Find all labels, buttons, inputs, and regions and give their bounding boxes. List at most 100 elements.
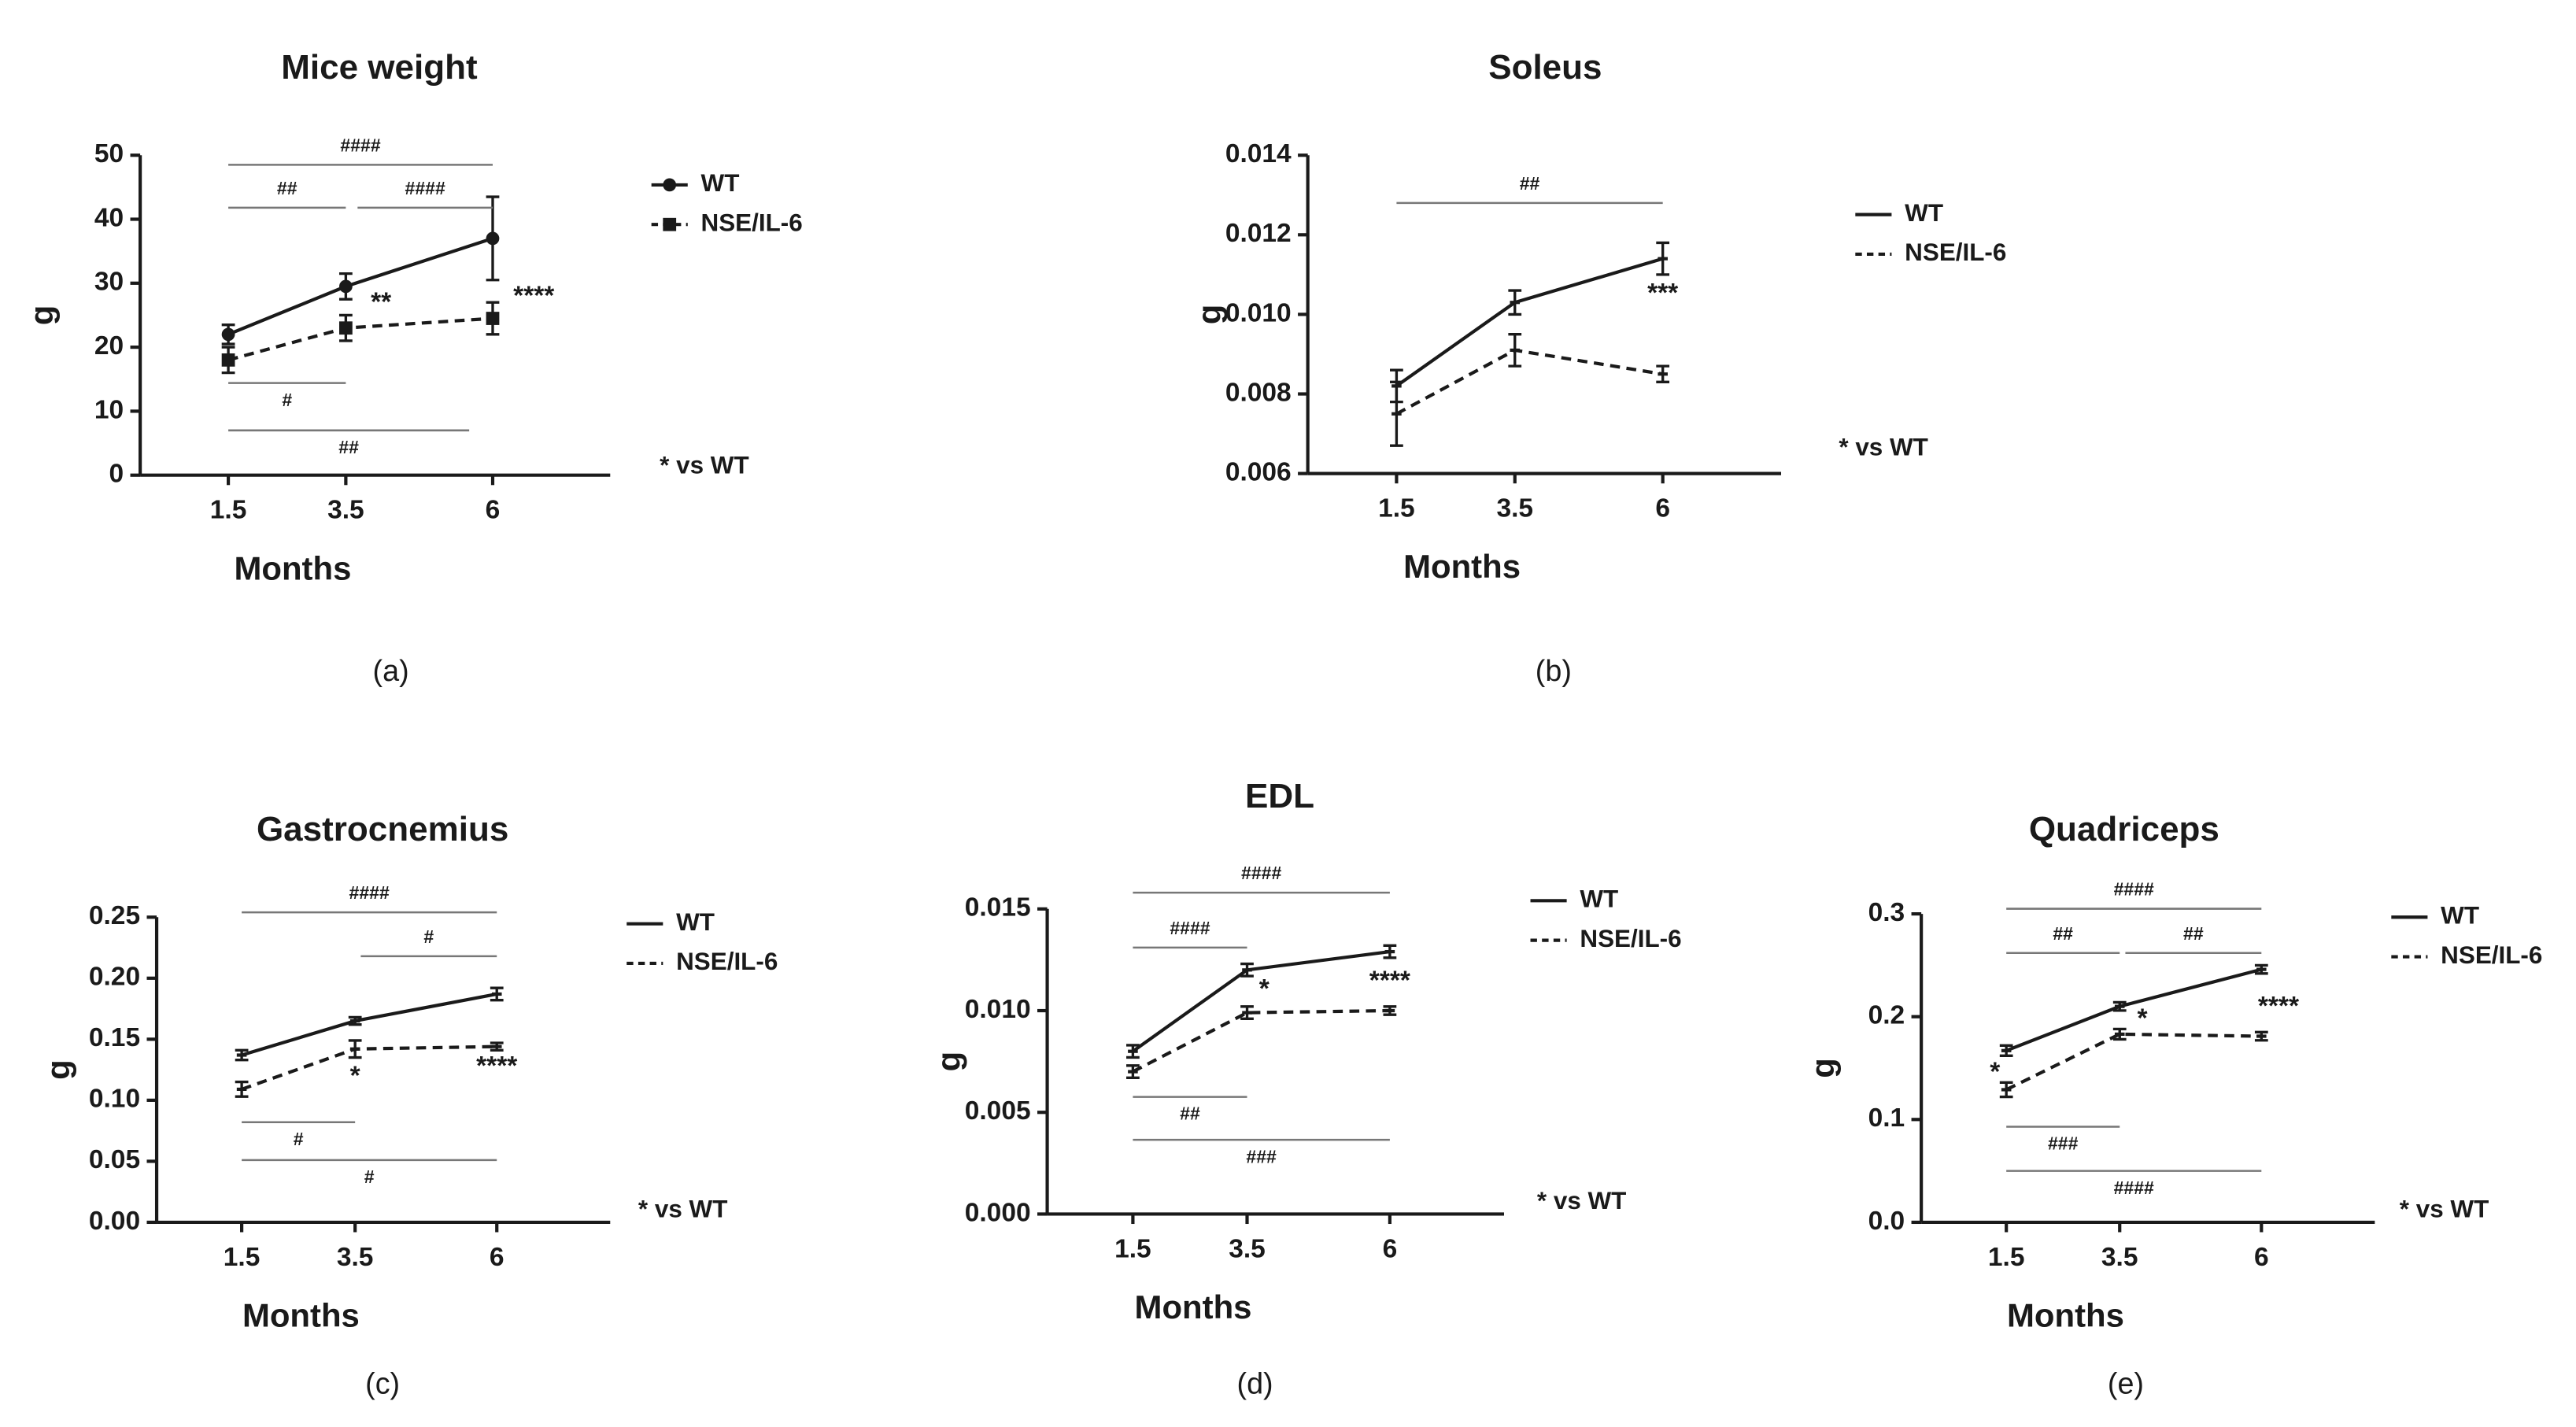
chart-title: EDL bbox=[1245, 777, 1314, 815]
significance-star: ** bbox=[371, 288, 392, 317]
bracket-label: #### bbox=[1241, 863, 1281, 883]
legend-label: WT bbox=[2441, 902, 2479, 930]
marker bbox=[338, 321, 353, 335]
x-axis-label: Months bbox=[1135, 1288, 1252, 1325]
chart-title: Mice weight bbox=[281, 48, 478, 87]
y-tick-label: 0.1 bbox=[1868, 1104, 1905, 1133]
bracket-label: # bbox=[294, 1129, 304, 1149]
legend-label: WT bbox=[676, 908, 715, 936]
bracket-label: ### bbox=[1246, 1146, 1277, 1166]
chart-panel: Quadriceps 0.0 0.1 0.2 0.3 1.5 3.5 6 Months g WT NS… bbox=[1805, 810, 2543, 1399]
y-tick-label: 0.010 bbox=[965, 995, 1031, 1024]
x-tick-label: 6 bbox=[486, 496, 501, 525]
significance-star: * bbox=[350, 1061, 361, 1090]
y-tick-label: 0.15 bbox=[89, 1023, 140, 1052]
panel-label: (a) bbox=[373, 654, 409, 687]
y-tick-label: 0.012 bbox=[1225, 219, 1292, 248]
y-tick-label: 0.2 bbox=[1868, 1001, 1905, 1030]
bracket-label: # bbox=[423, 926, 434, 947]
y-tick-label: 0.3 bbox=[1868, 898, 1905, 927]
y-tick-label: 0.006 bbox=[1225, 457, 1292, 486]
bracket-label: #### bbox=[340, 135, 380, 155]
panel-label: (c) bbox=[365, 1366, 400, 1399]
y-tick-label: 50 bbox=[94, 139, 124, 168]
x-tick-label: 3.5 bbox=[1229, 1234, 1266, 1263]
series-line bbox=[241, 1044, 497, 1091]
panel-label: (e) bbox=[2108, 1366, 2144, 1399]
series-line bbox=[1395, 257, 1664, 388]
x-tick-label: 3.5 bbox=[2101, 1243, 2138, 1272]
bracket-label: ### bbox=[2048, 1133, 2079, 1154]
y-tick-label: 0.05 bbox=[89, 1145, 140, 1174]
marker bbox=[338, 279, 353, 294]
y-tick-label: 30 bbox=[94, 268, 124, 297]
panel-label: (b) bbox=[1536, 654, 1572, 687]
bracket-label: #### bbox=[2114, 879, 2154, 900]
bracket-label: #### bbox=[2114, 1177, 2154, 1198]
y-tick-label: 0 bbox=[109, 460, 124, 489]
chart-title: Gastrocnemius bbox=[257, 810, 508, 848]
series-line bbox=[227, 236, 493, 336]
bracket-label: ## bbox=[2183, 923, 2204, 944]
series-line bbox=[2005, 967, 2262, 1052]
x-tick-label: 3.5 bbox=[327, 496, 364, 525]
series-line bbox=[1132, 1008, 1390, 1074]
significance-star: **** bbox=[513, 282, 555, 311]
y-tick-label: 0.25 bbox=[89, 901, 140, 930]
legend-label: NSE/IL-6 bbox=[2441, 941, 2542, 969]
bracket-label: ## bbox=[2053, 923, 2073, 944]
legend-label: NSE/IL-6 bbox=[676, 948, 778, 975]
significance-star: **** bbox=[1369, 967, 1411, 996]
bracket-label: ## bbox=[1180, 1104, 1200, 1124]
y-tick-label: 20 bbox=[94, 331, 124, 360]
bracket-label: ## bbox=[338, 437, 359, 457]
y-tick-label: 0.010 bbox=[1225, 298, 1292, 327]
bracket-label: #### bbox=[405, 178, 445, 198]
series-line bbox=[2005, 1032, 2262, 1092]
x-tick-label: 3.5 bbox=[337, 1243, 374, 1272]
legend-label: NSE/IL-6 bbox=[1580, 925, 1681, 952]
marker bbox=[486, 312, 500, 325]
legend-label: NSE/IL-6 bbox=[1905, 238, 2006, 266]
y-tick-label: 0.10 bbox=[89, 1085, 140, 1114]
series-line bbox=[227, 316, 493, 362]
legend-label: WT bbox=[1905, 199, 1943, 227]
y-tick-label: 0.008 bbox=[1225, 378, 1292, 407]
y-axis-label: g bbox=[1191, 305, 1228, 325]
significance-star: **** bbox=[476, 1052, 518, 1081]
note: * vs WT bbox=[1537, 1187, 1627, 1214]
x-tick-label: 1.5 bbox=[1988, 1243, 2025, 1272]
y-axis-label: g bbox=[40, 1059, 77, 1080]
y-axis-label: g bbox=[24, 305, 61, 326]
note: * vs WT bbox=[660, 452, 749, 479]
x-axis-label: Months bbox=[1403, 548, 1521, 585]
legend-marker bbox=[663, 217, 677, 231]
chart-panel: Gastrocnemius 0.00 0.05 0.10 0.15 0.20 0.25 1.5… bbox=[40, 810, 778, 1399]
x-tick-label: 1.5 bbox=[1378, 494, 1415, 523]
bracket-label: # bbox=[282, 390, 292, 410]
chart-panel: Soleus 0.006 0.008 0.010 0.012 0.014 1.5 3.5 6 Mo… bbox=[1191, 48, 2006, 687]
panel-label: (d) bbox=[1237, 1366, 1273, 1399]
y-tick-label: 0.015 bbox=[965, 893, 1031, 922]
chart-title: Quadriceps bbox=[2029, 810, 2219, 848]
y-tick-label: 0.00 bbox=[89, 1207, 140, 1236]
legend-label: WT bbox=[1580, 885, 1618, 913]
marker bbox=[486, 231, 500, 246]
x-tick-label: 3.5 bbox=[1496, 494, 1533, 523]
bracket-label: ## bbox=[277, 178, 298, 198]
chart-title: Soleus bbox=[1488, 48, 1602, 87]
y-axis-label: g bbox=[930, 1052, 967, 1072]
bracket-label: #### bbox=[349, 882, 390, 903]
x-tick-label: 1.5 bbox=[224, 1243, 261, 1272]
significance-star: *** bbox=[1647, 279, 1679, 308]
x-axis-label: Months bbox=[234, 549, 351, 586]
x-tick-label: 6 bbox=[490, 1243, 504, 1272]
x-axis-label: Months bbox=[2007, 1297, 2124, 1334]
significance-star: * bbox=[1990, 1057, 2001, 1086]
y-tick-label: 0.000 bbox=[965, 1198, 1031, 1227]
x-axis-label: Months bbox=[242, 1297, 360, 1334]
x-tick-label: 1.5 bbox=[210, 496, 247, 525]
note: * vs WT bbox=[1839, 433, 1928, 460]
